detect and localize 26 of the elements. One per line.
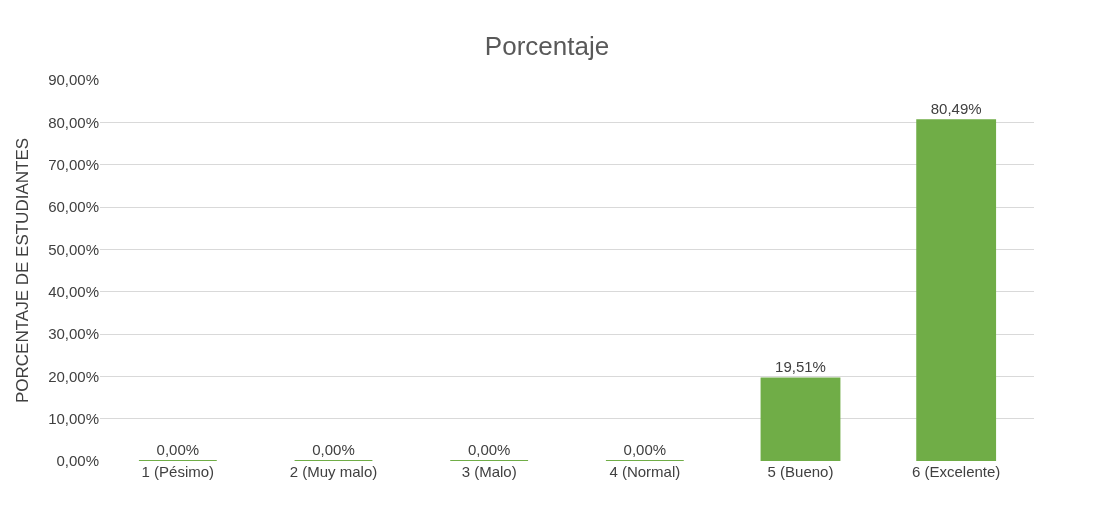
- chart-title: Porcentaje: [484, 30, 610, 61]
- y-tick-label: 0,00%: [56, 452, 99, 470]
- x-tick-label: 5 (Bueno): [767, 463, 834, 480]
- y-tick-label: 50,00%: [48, 240, 99, 258]
- data-label: 0,00%: [623, 441, 667, 458]
- data-label: 0,00%: [467, 441, 511, 458]
- y-tick-label: 40,00%: [48, 282, 99, 300]
- x-tick-label: 3 (Malo): [461, 463, 517, 480]
- y-tick-label: 30,00%: [48, 325, 99, 343]
- bar: [760, 377, 841, 461]
- data-label: 80,49%: [930, 100, 982, 118]
- data-label: 19,51%: [775, 358, 826, 376]
- y-tick-label: 60,00%: [48, 198, 99, 216]
- y-tick-label: 20,00%: [48, 367, 99, 385]
- x-tick-label: 1 (Pésimo): [141, 463, 215, 480]
- x-tick-label: 6 (Excelente): [911, 463, 1001, 480]
- y-tick-label: 70,00%: [48, 155, 99, 173]
- y-axis-title: PORCENTAJE DE ESTUDIANTES: [12, 137, 32, 404]
- x-tick-label: 4 (Normal): [609, 463, 681, 480]
- data-label: 0,00%: [156, 441, 200, 458]
- y-tick-label: 80,00%: [48, 113, 99, 131]
- data-label: 0,00%: [312, 441, 355, 458]
- y-tick-label: 90,00%: [48, 71, 99, 89]
- bar: [916, 119, 997, 461]
- y-tick-label: 10,00%: [48, 409, 99, 427]
- x-tick-label: 2 (Muy malo): [289, 463, 378, 480]
